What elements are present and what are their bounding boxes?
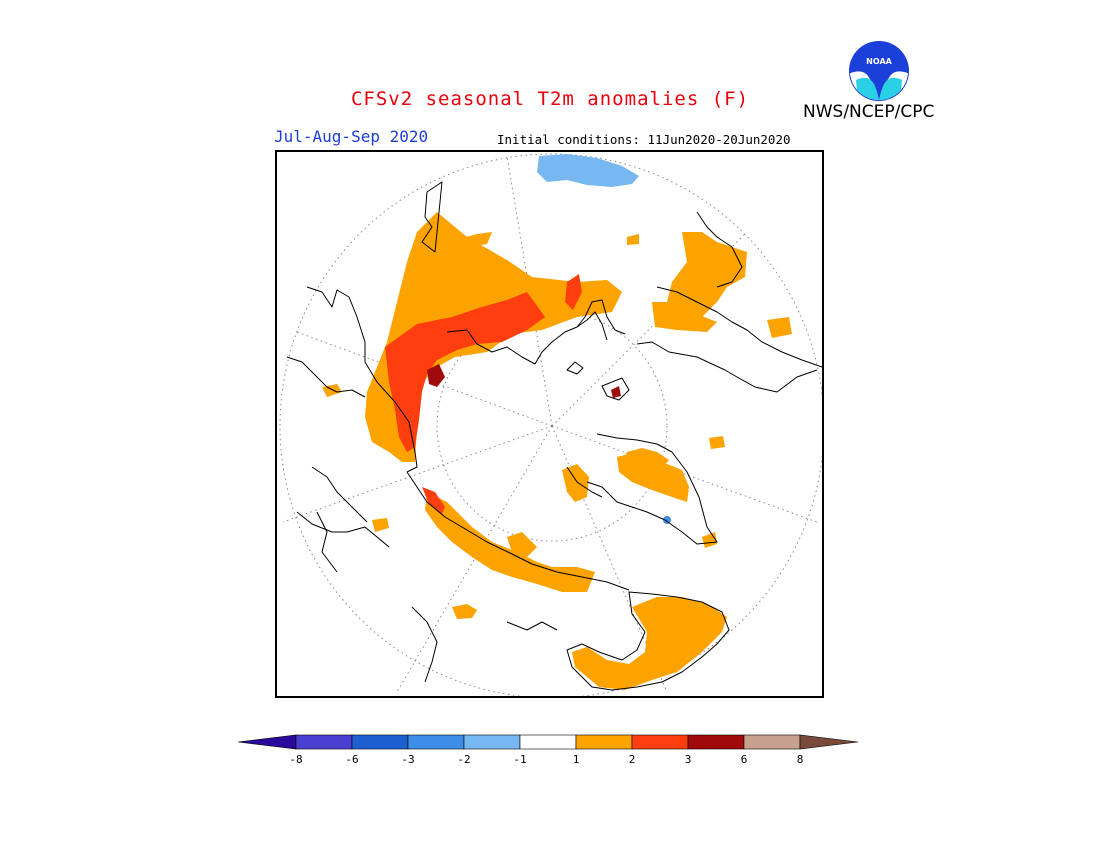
colorbar-arrow-high (799, 734, 859, 750)
colorbar-tick-label: -6 (345, 753, 358, 766)
coast-siberia (636, 341, 818, 393)
meridian (506, 155, 553, 427)
anomaly-scandinavia (657, 232, 747, 327)
anomaly-mediterranean (562, 464, 589, 502)
colorbar-tick-label: -1 (513, 753, 526, 766)
anomaly-africa (572, 597, 727, 690)
coastlines (286, 181, 822, 691)
coast-africa (566, 591, 730, 691)
colorbar-bin (687, 734, 745, 750)
colorbar-bin (351, 734, 409, 750)
colorbar-bin (631, 734, 689, 750)
colorbar-tick-label: 2 (629, 753, 636, 766)
anomaly-spot-c (322, 384, 342, 397)
anomaly-plus1 (322, 212, 792, 690)
anomaly-canada-core (385, 292, 545, 452)
anomaly-asia-red (422, 487, 445, 514)
meridian (551, 231, 748, 427)
colorbar-bin (407, 734, 465, 750)
coast-north-atlantic (306, 286, 418, 473)
coast-alaska (576, 299, 626, 335)
anomaly-minus2 (663, 516, 671, 524)
anomaly-spot-d (709, 436, 725, 449)
noaa-logo-icon: NOAA (849, 41, 909, 101)
colorbar-tick-label: 1 (573, 753, 580, 766)
colorbar-tick-label: 8 (797, 753, 804, 766)
agency-label: NWS/NCEP/CPC (803, 102, 935, 122)
anomaly-spot-f (452, 604, 477, 619)
anomaly-arabia-spot (702, 532, 717, 548)
colorbar-bin (519, 734, 577, 750)
coast-eastern-canada (286, 356, 366, 398)
colorbar-tick-label: -3 (401, 753, 414, 766)
coast-indonesia (506, 621, 558, 631)
colorbar-bin (463, 734, 521, 750)
anomaly-minus1 (537, 154, 639, 187)
coast-red-sea (566, 466, 603, 498)
coast-asia-south (406, 471, 630, 591)
anomaly-spot-b (767, 317, 792, 338)
anomaly-spot-g (682, 604, 727, 632)
anomaly-russia-dark (611, 386, 621, 398)
anomaly-spot-a (627, 234, 639, 245)
coast-pacific-rim (296, 511, 390, 548)
anomaly-arabia-cool (663, 516, 671, 524)
initial-conditions-label: Initial conditions: 11Jun2020-20Jun2020 (497, 132, 791, 147)
coast-islands-a (566, 361, 584, 375)
noaa-logo-text: NOAA (866, 57, 892, 66)
coast-australia-west (411, 606, 438, 683)
meridian (551, 425, 818, 523)
anomaly-hudson-dark (427, 364, 445, 387)
season-label: Jul-Aug-Sep 2020 (274, 127, 429, 146)
colorbar-tick-label: 3 (685, 753, 692, 766)
anomaly-arabia-north (622, 448, 669, 470)
graticule (279, 153, 822, 696)
anomaly-plus2 (385, 274, 582, 514)
coast-mexico (316, 511, 338, 573)
anomaly-pacific-cool (537, 154, 639, 187)
colorbar-tick-label: 6 (741, 753, 748, 766)
coast-greenland (421, 181, 443, 253)
anomaly-plus3 (427, 364, 621, 398)
anomaly-alaska-east (565, 274, 582, 310)
graticule-outer-circle (279, 153, 822, 696)
colorbar-bin (743, 734, 801, 750)
anomaly-asia-pacific (425, 492, 595, 592)
colorbar-bin (295, 734, 353, 750)
anomaly-asia-coast (507, 532, 537, 557)
polar-map (275, 150, 824, 698)
coast-america-west (311, 466, 368, 523)
colorbar: -8 -6 -3 -2 -1 1 2 3 6 8 (238, 734, 859, 766)
meridian (396, 425, 553, 693)
colorbar-tick-label: -2 (457, 753, 470, 766)
coast-arabia (586, 433, 718, 545)
colorbar-arrow-low (238, 734, 297, 750)
coast-islands-b (601, 377, 630, 401)
coast-scandinavia (696, 211, 743, 288)
map-title: CFSv2 seasonal T2m anomalies (F) (350, 88, 750, 110)
anomaly-west-europe (652, 302, 717, 332)
coast-europe (656, 286, 822, 368)
colorbar-bin (575, 734, 633, 750)
anomaly-greenland-small (452, 232, 492, 248)
coast-arctic-canada (446, 311, 608, 365)
colorbar-tick-label: -8 (289, 753, 302, 766)
anomaly-spot-e (372, 518, 389, 532)
